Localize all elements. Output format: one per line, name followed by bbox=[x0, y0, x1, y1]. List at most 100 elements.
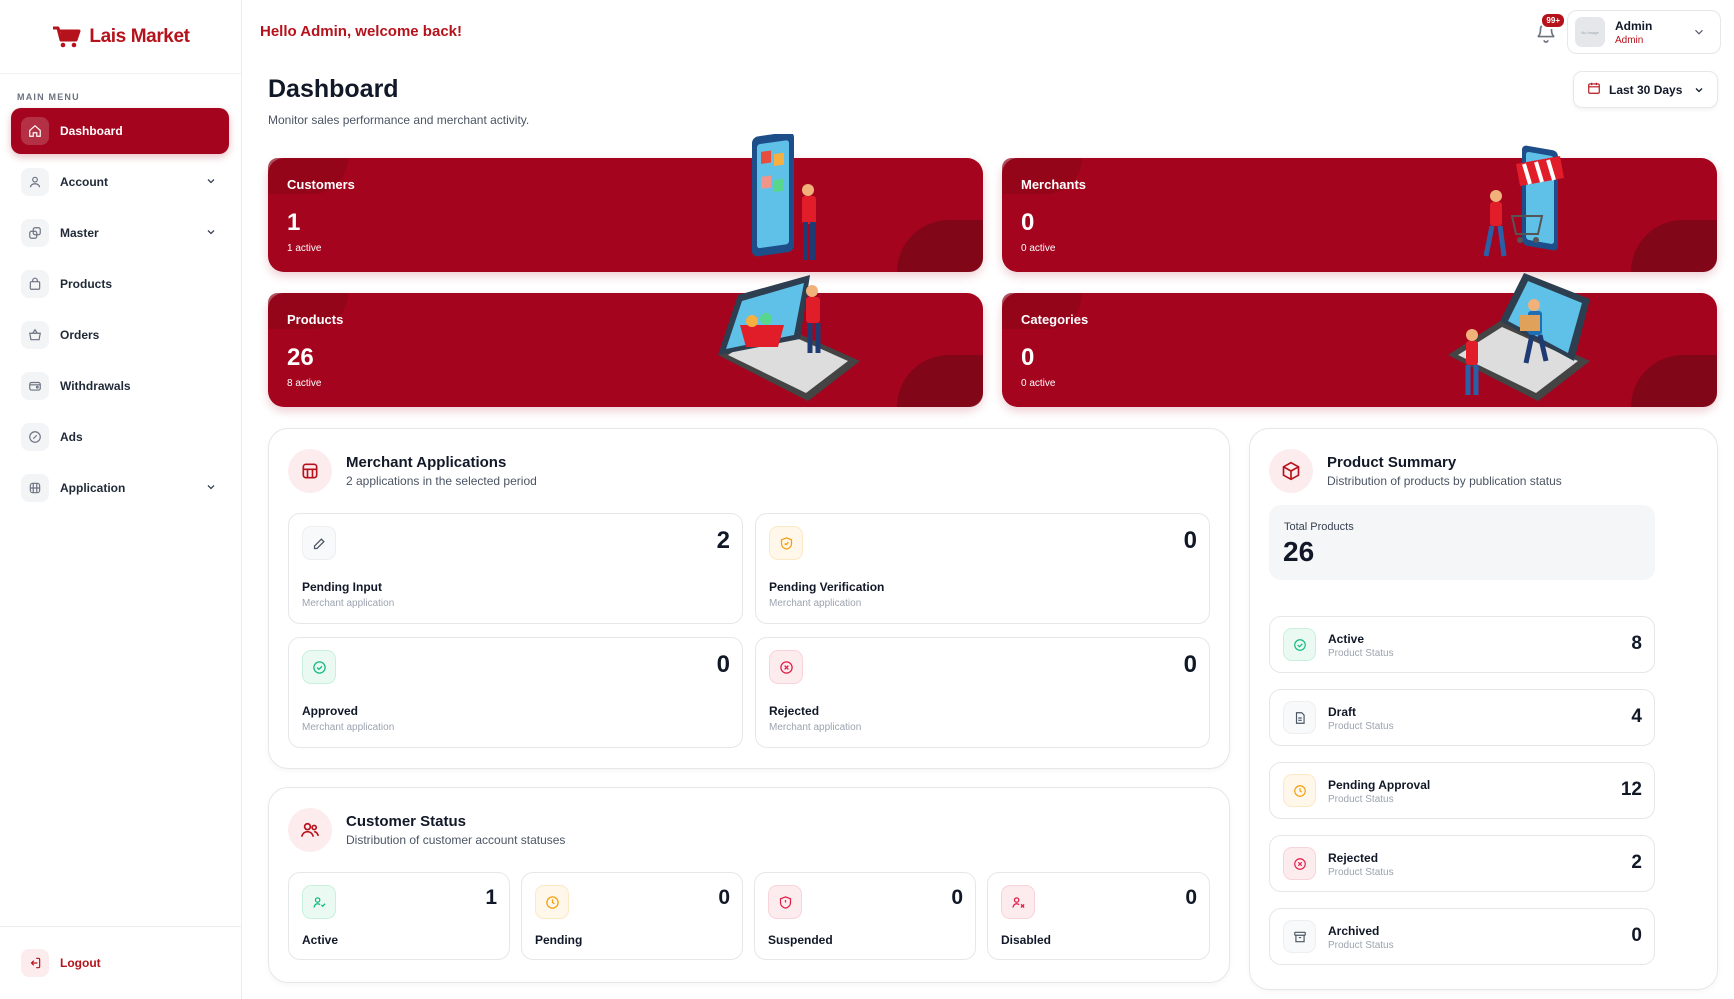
product-status-count: 4 bbox=[1631, 706, 1642, 727]
chevron-down-icon[interactable] bbox=[205, 226, 217, 241]
sidebar-item-ads[interactable]: Ads bbox=[11, 414, 229, 460]
sidebar-item-label: Orders bbox=[60, 328, 100, 342]
sidebar-item-application[interactable]: Application bbox=[11, 465, 229, 511]
shield-alert-icon bbox=[768, 885, 802, 919]
chevron-down-icon[interactable] bbox=[205, 481, 217, 496]
sidebar-item-master[interactable]: Master bbox=[11, 210, 229, 256]
main-menu-title: MAIN MENU bbox=[17, 92, 80, 102]
total-products-label: Total Products bbox=[1284, 521, 1354, 533]
product-status-label: Active bbox=[1328, 632, 1365, 646]
application-card-pending-input[interactable]: 2 Pending Input Merchant application bbox=[288, 513, 743, 624]
customer-status-suspended[interactable]: 0 Suspended bbox=[754, 872, 976, 960]
phone-shopping-illustration bbox=[752, 134, 816, 260]
product-summary-panel: Product Summary Distribution of products… bbox=[1249, 428, 1718, 990]
customer-status-count: 1 bbox=[485, 886, 497, 909]
stat-active: 0 active bbox=[1021, 243, 1056, 254]
package-icon bbox=[1269, 449, 1313, 493]
notification-badge: 99+ bbox=[1540, 12, 1566, 29]
welcome-message: Hello Admin, welcome back! bbox=[260, 23, 462, 40]
customer-status-count: 0 bbox=[951, 886, 963, 909]
chevron-down-icon bbox=[1692, 25, 1706, 44]
stat-card-merchants[interactable]: Merchants 0 0 active bbox=[1002, 145, 1717, 272]
shield-check-icon bbox=[769, 526, 803, 560]
x-circle-icon bbox=[769, 650, 803, 684]
panel-subtitle: Distribution of products by publication … bbox=[1327, 474, 1562, 488]
brand-logo[interactable]: Lais Market bbox=[0, 0, 241, 74]
ad-icon bbox=[21, 423, 49, 451]
application-count: 0 bbox=[1183, 527, 1197, 554]
product-status-draft[interactable]: Draft Product Status 4 bbox=[1269, 689, 1655, 746]
stat-card-categories[interactable]: Categories 0 0 active bbox=[1002, 273, 1717, 407]
product-status-active[interactable]: Active Product Status 8 bbox=[1269, 616, 1655, 673]
application-count: 0 bbox=[1183, 651, 1197, 678]
application-label: Approved bbox=[302, 704, 359, 718]
panel-subtitle: Distribution of customer account statuse… bbox=[346, 833, 566, 847]
clock-icon bbox=[535, 885, 569, 919]
application-meta: Merchant application bbox=[302, 722, 395, 733]
sidebar-item-orders[interactable]: Orders bbox=[11, 312, 229, 358]
sidebar-item-withdrawals[interactable]: Withdrawals bbox=[11, 363, 229, 409]
sidebar-item-dashboard[interactable]: Dashboard bbox=[11, 108, 229, 154]
stat-active: 1 active bbox=[287, 243, 322, 254]
sidebar-item-label: Products bbox=[60, 277, 113, 291]
user-check-icon bbox=[302, 885, 336, 919]
page-subtitle: Monitor sales performance and merchant a… bbox=[268, 113, 530, 127]
stat-label: Customers bbox=[287, 177, 355, 192]
card-decoration bbox=[897, 355, 983, 407]
stat-value: 26 bbox=[287, 344, 314, 371]
total-products-box: Total Products 26 bbox=[1269, 505, 1655, 580]
sidebar-item-account[interactable]: Account bbox=[11, 159, 229, 205]
card-decoration bbox=[1631, 220, 1717, 272]
product-status-pending-approval[interactable]: Pending Approval Product Status 12 bbox=[1269, 762, 1655, 819]
application-card-rejected[interactable]: 0 Rejected Merchant application bbox=[755, 637, 1210, 748]
calendar-icon bbox=[1587, 81, 1601, 98]
product-status-label: Pending Approval bbox=[1328, 778, 1431, 792]
application-meta: Merchant application bbox=[769, 722, 862, 733]
customer-status-disabled[interactable]: 0 Disabled bbox=[987, 872, 1210, 960]
cart-logo-icon bbox=[53, 26, 81, 47]
customer-status-label: Active bbox=[302, 933, 339, 947]
sidebar-item-products[interactable]: Products bbox=[11, 261, 229, 307]
pencil-icon bbox=[302, 526, 336, 560]
wallet-icon bbox=[21, 372, 49, 400]
sidebar-item-label: Withdrawals bbox=[60, 379, 131, 393]
stat-card-products[interactable]: Products 26 8 active bbox=[268, 275, 983, 407]
user-menu[interactable]: No Image Admin Admin bbox=[1567, 10, 1721, 54]
home-icon bbox=[21, 117, 49, 145]
product-status-count: 2 bbox=[1631, 852, 1642, 873]
product-status-label: Draft bbox=[1328, 705, 1357, 719]
panel-title: Merchant Applications bbox=[346, 454, 507, 471]
customer-status-label: Disabled bbox=[1001, 933, 1052, 947]
card-decoration bbox=[897, 220, 983, 272]
user-icon bbox=[21, 168, 49, 196]
product-status-meta: Product Status bbox=[1328, 648, 1394, 659]
customer-status-active[interactable]: 1 Active bbox=[288, 872, 510, 960]
storefront-icon bbox=[288, 449, 332, 493]
clock-icon bbox=[1283, 774, 1316, 807]
chevron-down-icon bbox=[1693, 84, 1705, 99]
product-status-rejected[interactable]: Rejected Product Status 2 bbox=[1269, 835, 1655, 892]
logout-button[interactable]: Logout bbox=[0, 926, 241, 999]
sidebar-item-label: Application bbox=[60, 481, 126, 495]
sidebar-item-label: Ads bbox=[60, 430, 83, 444]
stat-card-customers[interactable]: Customers 1 1 active bbox=[268, 134, 983, 272]
application-label: Pending Input bbox=[302, 580, 382, 594]
product-status-count: 8 bbox=[1631, 633, 1642, 654]
product-status-archived[interactable]: Archived Product Status 0 bbox=[1269, 908, 1655, 965]
panel-subtitle: 2 applications in the selected period bbox=[346, 474, 537, 488]
mobile-store-illustration bbox=[1483, 145, 1564, 257]
page-title: Dashboard bbox=[268, 75, 399, 103]
total-products-value: 26 bbox=[1283, 536, 1315, 567]
chevron-down-icon[interactable] bbox=[205, 175, 217, 190]
customer-status-pending[interactable]: 0 Pending bbox=[521, 872, 743, 960]
application-card-approved[interactable]: 0 Approved Merchant application bbox=[288, 637, 743, 748]
date-range-select[interactable]: Last 30 Days bbox=[1573, 71, 1718, 108]
stat-value: 1 bbox=[287, 209, 301, 236]
product-status-count: 0 bbox=[1631, 925, 1642, 946]
grid-icon bbox=[21, 474, 49, 502]
product-status-meta: Product Status bbox=[1328, 794, 1394, 805]
application-card-pending-verification[interactable]: 0 Pending Verification Merchant applicat… bbox=[755, 513, 1210, 624]
customer-status-count: 0 bbox=[718, 886, 730, 909]
stat-label: Merchants bbox=[1021, 177, 1087, 192]
logout-icon bbox=[21, 949, 49, 977]
